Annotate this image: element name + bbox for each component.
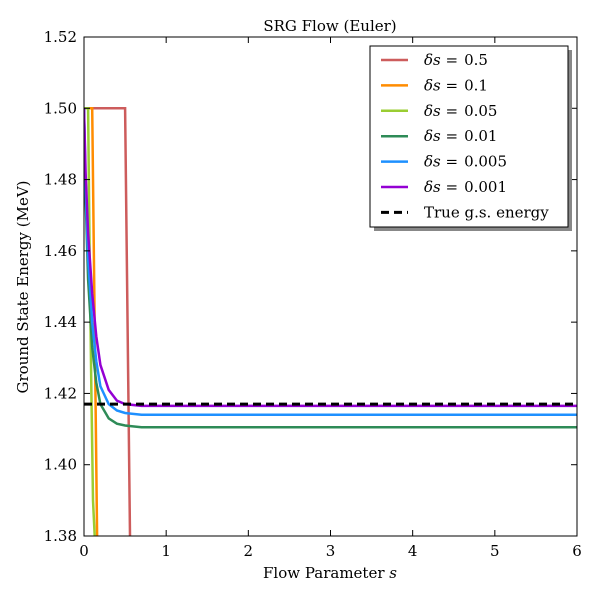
series-line-5 [84, 108, 577, 408]
legend-label-value: 0.5 [464, 51, 488, 69]
legend-label-value: 0.001 [464, 178, 507, 196]
legend-label-prefix: δs = [424, 127, 458, 145]
x-tick-label: 2 [244, 542, 254, 560]
legend-label-prefix: δs = [424, 178, 458, 196]
y-tick-label: 1.50 [44, 99, 77, 117]
chart-title: SRG Flow (Euler) [263, 17, 396, 35]
legend-label-value: 0.05 [464, 102, 497, 120]
series-line-0 [84, 107, 132, 536]
legend-label-value: 0.005 [464, 153, 507, 171]
legend-label-prefix: δs = [424, 102, 458, 120]
x-axis-title-text: Flow Parameter [263, 564, 385, 582]
y-tick-label: 1.48 [44, 171, 77, 189]
legend-label: δs = 0.001 [424, 178, 507, 196]
series-line-4 [84, 108, 577, 417]
legend-label-value: 0.1 [464, 76, 488, 94]
legend-label: δs = 0.1 [424, 76, 488, 94]
x-axis-title-var: s [389, 564, 397, 582]
y-tick-label: 1.52 [44, 28, 77, 46]
x-tick-label: 4 [408, 542, 418, 560]
y-axis-title: Ground State Energy (MeV) [14, 180, 32, 393]
legend-label: δs = 0.05 [424, 102, 497, 120]
x-tick-label: 6 [572, 542, 582, 560]
y-tick-label: 1.38 [44, 527, 77, 545]
x-tick-label: 1 [161, 542, 171, 560]
legend-label: δs = 0.005 [424, 153, 507, 171]
y-tick-label: 1.42 [44, 384, 77, 402]
y-tick-label: 1.44 [44, 313, 77, 331]
x-axis-title: Flow Parameter s [263, 564, 397, 582]
legend-label: δs = 0.5 [424, 51, 488, 69]
y-tick-label: 1.46 [44, 242, 77, 260]
x-tick-label: 0 [79, 542, 89, 560]
legend-label: True g.s. energy [424, 203, 549, 221]
legend-label-prefix: δs = [424, 153, 458, 171]
legend-label-value: 0.01 [464, 127, 497, 145]
legend-label-prefix: δs = [424, 76, 458, 94]
axis-ticks: 0 1 2 3 4 5 6 1.38 1.40 1.42 1.44 1.46 1.48 1.50 1.52 [44, 28, 582, 560]
legend-label: δs = 0.01 [424, 127, 497, 145]
x-tick-label: 5 [490, 542, 500, 560]
x-tick-label: 3 [326, 542, 336, 560]
legend-label-prefix: δs = [424, 51, 458, 69]
y-tick-label: 1.40 [44, 456, 77, 474]
